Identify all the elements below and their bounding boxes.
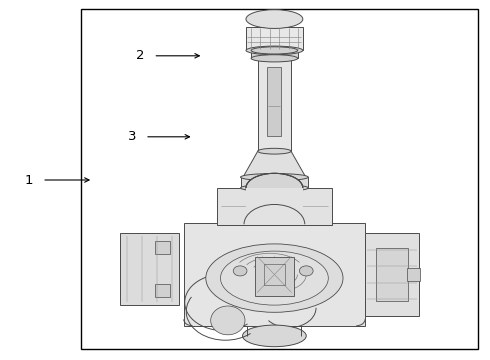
Bar [268,67,281,136]
Ellipse shape [241,184,308,192]
Ellipse shape [258,148,291,154]
Bar [155,284,170,297]
Bar [251,50,298,58]
Bar [376,248,408,301]
Ellipse shape [233,266,247,276]
Bar [407,268,420,281]
Text: 3: 3 [128,130,136,143]
Bar [255,256,294,296]
Bar [217,188,332,225]
Bar [81,9,478,349]
Bar [246,27,303,50]
Ellipse shape [211,306,245,335]
Bar [155,241,170,254]
Bar [184,223,365,326]
Bar [120,233,179,305]
Text: 2: 2 [136,49,145,62]
Ellipse shape [241,174,308,181]
Text: 1: 1 [25,174,33,186]
Ellipse shape [251,47,298,54]
Ellipse shape [220,251,328,305]
Polygon shape [243,151,306,177]
Ellipse shape [299,266,313,276]
Ellipse shape [246,10,303,28]
Ellipse shape [251,55,298,62]
Ellipse shape [206,244,343,312]
Bar [264,264,285,285]
Bar [258,58,291,151]
Bar [246,188,303,225]
Ellipse shape [246,173,303,203]
Ellipse shape [246,46,303,55]
Bar [365,233,419,316]
Bar [241,177,308,188]
Ellipse shape [243,325,306,347]
